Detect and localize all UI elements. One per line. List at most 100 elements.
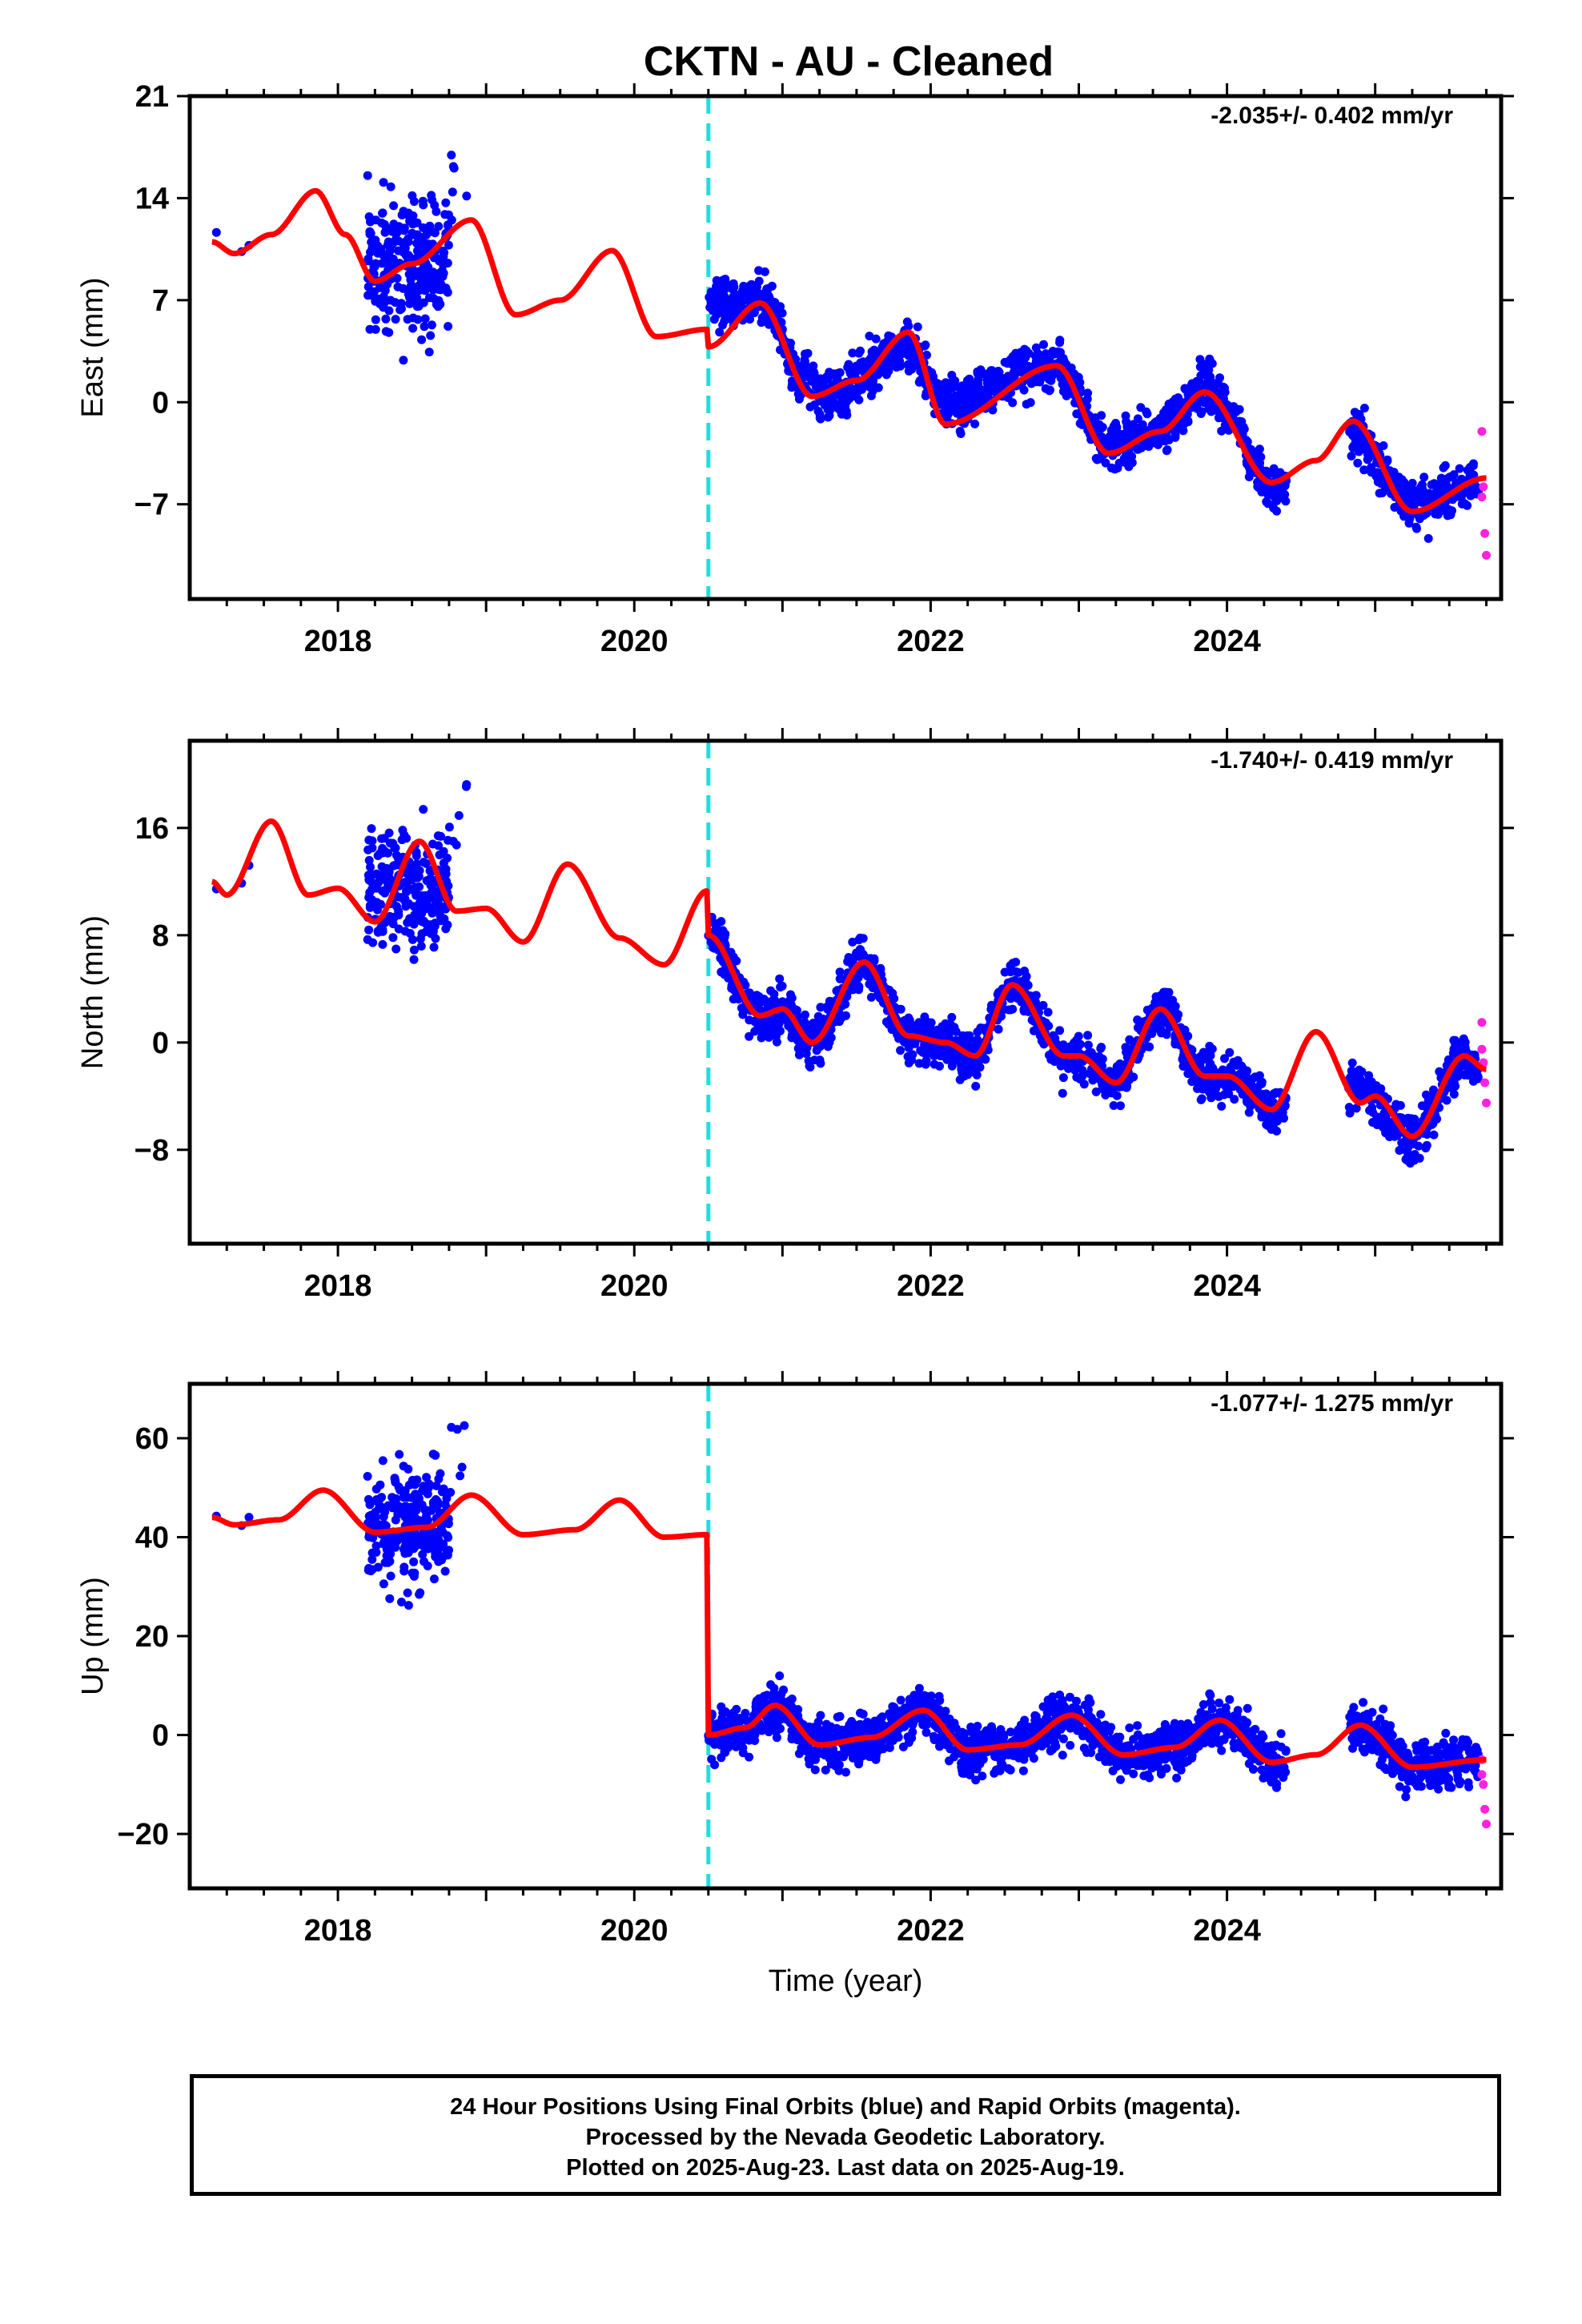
final-orbit-point: [1055, 338, 1065, 348]
final-orbit-point: [391, 298, 400, 308]
model-curve: [210, 818, 1489, 1140]
final-orbit-point: [400, 1562, 409, 1572]
final-orbit-point: [1427, 480, 1436, 489]
final-orbit-point: [431, 895, 440, 905]
final-orbit-point: [1133, 414, 1142, 424]
final-orbit-point: [1097, 411, 1106, 420]
final-orbit-point: [960, 1037, 970, 1047]
final-orbit-point: [429, 294, 439, 304]
final-orbit-point: [1402, 1115, 1411, 1124]
final-orbit-point: [422, 1473, 432, 1482]
final-orbit-point: [412, 293, 422, 303]
final-orbit-point: [1183, 1031, 1193, 1041]
final-orbit-point: [436, 1522, 446, 1532]
final-orbit-point: [420, 314, 430, 324]
final-orbit-point: [390, 843, 400, 853]
final-orbit-point: [419, 298, 428, 308]
final-orbit-point: [1206, 1051, 1215, 1060]
final-orbit-point: [1272, 506, 1282, 516]
final-orbit-point: [1122, 452, 1132, 461]
final-orbit-point: [1083, 388, 1093, 398]
rapid-orbit-point: [1477, 427, 1487, 436]
final-orbit-point: [1191, 401, 1200, 411]
final-orbit-point: [384, 263, 394, 272]
final-orbit-point: [1454, 1063, 1463, 1073]
final-orbit-point: [427, 929, 436, 939]
rapid-orbit-point: [1482, 550, 1491, 560]
final-orbit-point: [865, 354, 875, 364]
final-orbit-point: [431, 903, 440, 912]
final-orbit-point: [392, 902, 401, 911]
final-orbit-point: [1449, 1089, 1459, 1099]
y-axis-label: North (mm): [76, 915, 110, 1069]
final-orbit-point: [841, 999, 850, 1009]
final-orbit-point: [825, 1031, 834, 1040]
final-orbit-point: [1366, 450, 1375, 460]
final-orbit-point: [965, 396, 974, 405]
final-orbit-point: [1204, 1064, 1214, 1074]
final-orbit-point: [973, 1027, 982, 1037]
final-orbit-point: [1215, 373, 1224, 383]
final-orbit-point: [718, 275, 728, 285]
final-orbit-point: [399, 1462, 408, 1471]
final-orbit-point: [1345, 1108, 1355, 1118]
rapid-orbit-point: [1477, 1018, 1487, 1027]
final-orbit-point: [393, 1504, 403, 1514]
final-orbit-point: [1101, 458, 1110, 468]
final-orbit-point: [1150, 438, 1159, 448]
final-orbit-point: [412, 270, 421, 279]
final-orbit-point: [815, 1042, 825, 1051]
final-orbit-point: [367, 237, 376, 247]
plot-area: [210, 96, 1491, 599]
final-orbit-point: [800, 357, 809, 366]
final-orbit-point: [1152, 995, 1162, 1005]
final-orbit-point: [737, 300, 746, 310]
final-orbit-point: [1043, 1007, 1053, 1017]
final-orbit-point: [444, 240, 453, 250]
rapid-orbit-point: [1477, 493, 1487, 502]
final-orbit-point: [378, 939, 387, 949]
final-orbit-point: [433, 831, 443, 841]
final-orbit-point: [1072, 1036, 1081, 1046]
final-orbit-point: [1022, 400, 1031, 409]
final-orbit-point: [412, 859, 421, 869]
final-orbit-point: [1401, 1155, 1411, 1164]
final-orbit-point: [1446, 507, 1456, 517]
final-orbit-point: [848, 348, 857, 358]
y-tick-label: 16: [135, 812, 169, 846]
final-orbit-point: [1390, 503, 1399, 512]
final-orbit-point: [449, 163, 459, 173]
x-tick-label: 2024: [1193, 1269, 1261, 1303]
final-orbit-point: [1217, 1101, 1227, 1111]
final-orbit-point: [364, 855, 374, 865]
final-orbit-point: [1199, 396, 1209, 405]
final-orbit-point: [427, 1537, 436, 1546]
final-orbit-point: [1281, 497, 1291, 506]
final-orbit-point: [1385, 1132, 1394, 1141]
final-orbit-point: [1006, 967, 1015, 977]
final-orbit-point: [936, 1051, 946, 1060]
final-orbit-point: [738, 286, 747, 296]
final-orbit-point: [400, 1486, 410, 1495]
final-orbit-point: [436, 300, 445, 309]
final-orbit-point: [866, 992, 876, 1002]
final-orbit-point: [1040, 372, 1050, 381]
final-orbit-point: [720, 968, 729, 978]
final-orbit-point: [813, 1011, 823, 1021]
final-orbit-point: [957, 1060, 966, 1070]
final-orbit-point: [809, 361, 818, 371]
final-orbit-point: [1417, 1101, 1427, 1111]
final-orbit-point: [930, 1059, 939, 1069]
final-orbit-point: [1106, 438, 1116, 448]
final-orbit-point: [371, 1513, 380, 1522]
final-orbit-point: [411, 1490, 420, 1499]
final-orbit-point: [1349, 1083, 1359, 1092]
final-orbit-point: [363, 935, 372, 944]
final-orbit-point: [1440, 460, 1450, 470]
final-orbit-point: [1271, 468, 1281, 477]
final-orbit-point: [946, 383, 955, 392]
final-orbit-point: [1162, 446, 1171, 456]
final-orbit-point: [452, 1425, 462, 1434]
final-orbit-point: [461, 782, 471, 791]
final-orbit-point: [440, 1566, 450, 1576]
